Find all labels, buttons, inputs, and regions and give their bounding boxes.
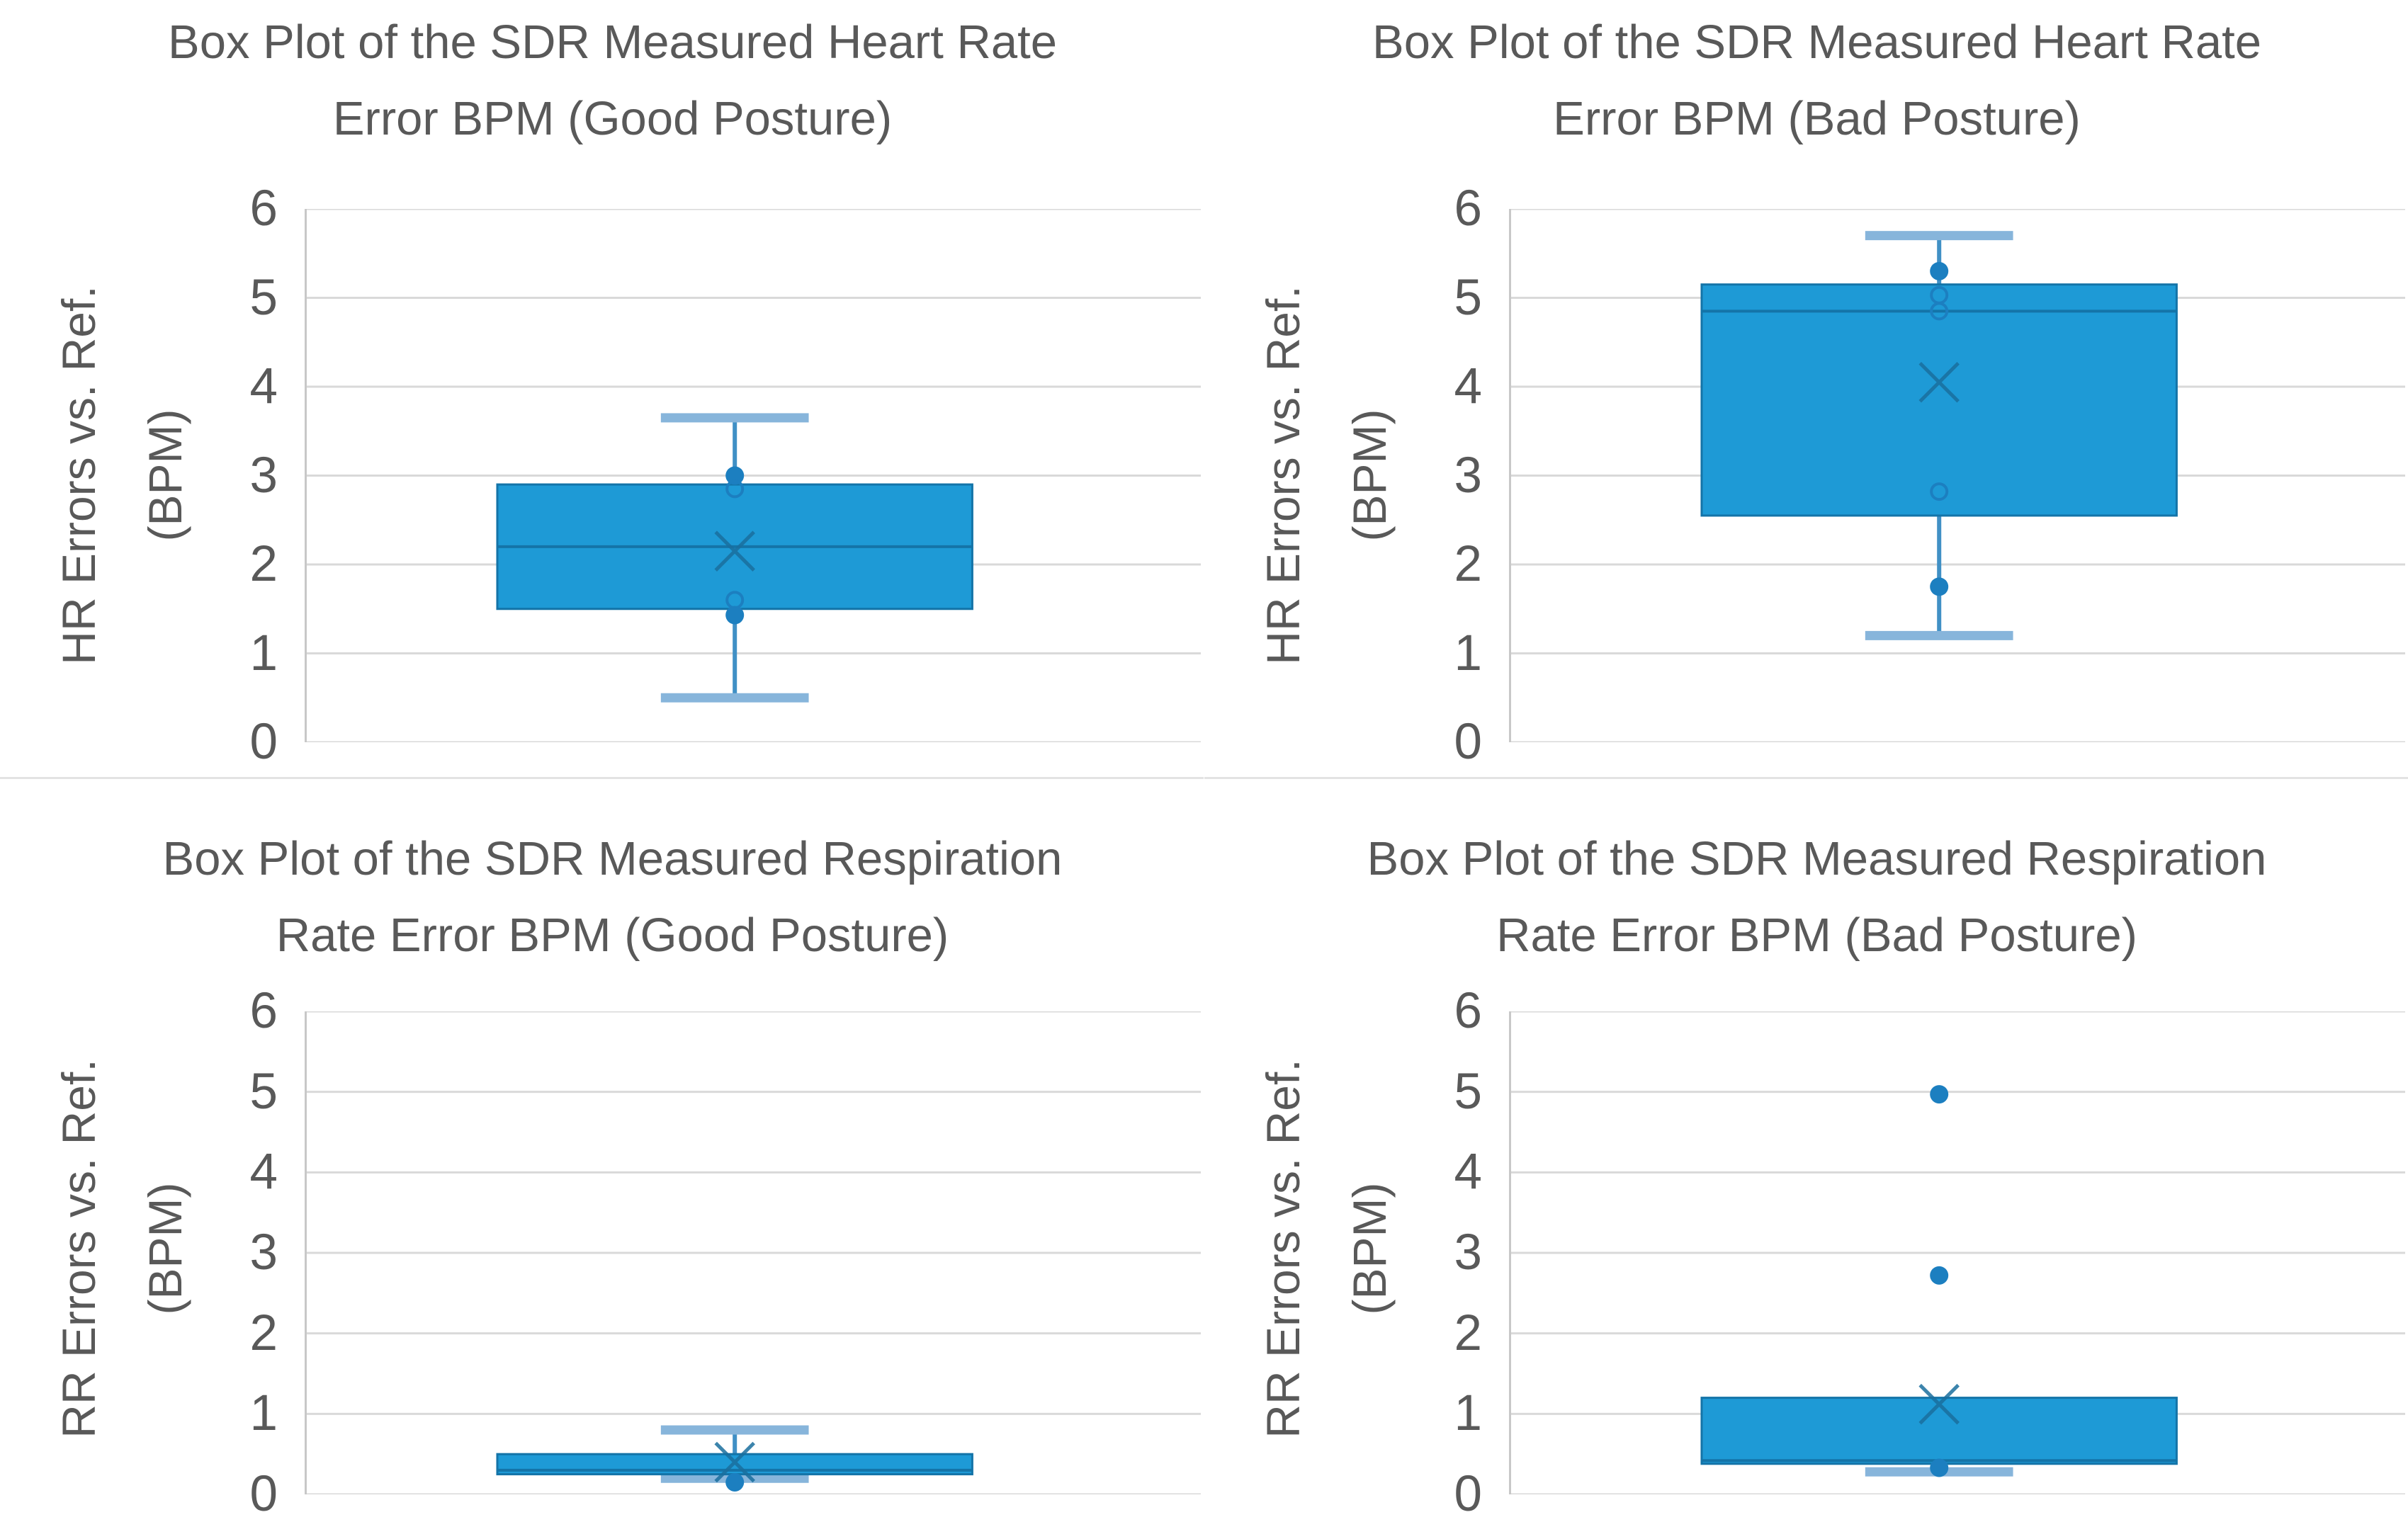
plot-area <box>305 209 1201 742</box>
plot-area <box>1509 209 2405 742</box>
chart-hr-error-bad-posture: Box Plot of the SDR Measured Heart Rate … <box>1204 0 2408 779</box>
chart-title-line1: Box Plot of the SDR Measured Heart Rate <box>168 16 1057 69</box>
chart-title-line2: Error BPM (Good Posture) <box>332 92 893 145</box>
y-axis-tick-label: 2 <box>249 536 278 592</box>
lower-whisker-cap <box>660 693 809 703</box>
y-axis-tick-label: 1 <box>1454 625 1483 681</box>
upper-whisker-cap <box>660 1425 809 1435</box>
chart-title: Box Plot of the SDR Measured Respiration… <box>1247 821 2387 974</box>
y-axis-tick-label: 1 <box>249 625 278 681</box>
chart-title-line1: Box Plot of the SDR Measured Respiration <box>1367 832 2267 885</box>
chart-title: Box Plot of the SDR Measured Heart Rate … <box>43 4 1182 157</box>
mean-x-marker <box>714 530 755 572</box>
y-axis-tick-label: 3 <box>1454 1225 1483 1280</box>
chart-title-line2: Rate Error BPM (Good Posture) <box>276 909 949 962</box>
chart-title: Box Plot of the SDR Measured Respiration… <box>43 821 1182 974</box>
y-axis-ticks: 6 5 4 3 2 1 0 <box>1204 0 2408 777</box>
boxplot-svg <box>305 209 1201 742</box>
data-point-filled <box>1930 577 1949 596</box>
chart-rr-error-bad-posture: Box Plot of the SDR Measured Respiration… <box>1204 781 2408 1539</box>
data-point-filled <box>725 466 745 485</box>
y-axis-ticks: 6 5 4 3 2 1 0 <box>0 0 1204 777</box>
y-axis-tick-label: 2 <box>1454 1305 1483 1361</box>
data-point-open <box>1930 302 1949 321</box>
y-axis-tick-label: 4 <box>1454 358 1483 414</box>
data-point-filled <box>1930 261 1949 280</box>
y-axis-tick-label: 4 <box>249 1144 278 1200</box>
plot-area <box>1509 1011 2405 1494</box>
data-point-open <box>725 479 745 499</box>
data-point-filled <box>1930 1266 1949 1285</box>
boxplot-svg <box>1509 209 2405 742</box>
chart-title-line1: Box Plot of the SDR Measured Heart Rate <box>1372 16 2261 69</box>
y-axis-tick-label: 0 <box>249 1466 278 1522</box>
chart-hr-error-good-posture: Box Plot of the SDR Measured Heart Rate … <box>0 0 1204 779</box>
y-axis-tick-label: 0 <box>1454 714 1483 770</box>
chart-rr-error-good-posture: Box Plot of the SDR Measured Respiration… <box>0 781 1204 1539</box>
data-point-open <box>1930 482 1949 501</box>
upper-whisker-cap <box>1865 231 2013 241</box>
y-axis-tick-label: 6 <box>249 181 278 237</box>
iqr-box <box>1700 1397 2178 1465</box>
data-point-filled <box>1930 1085 1949 1104</box>
y-axis-tick-label: 6 <box>1454 983 1483 1039</box>
y-axis-tick-label: 4 <box>249 358 278 414</box>
data-point-filled <box>725 1472 745 1492</box>
chart-title-line2: Rate Error BPM (Bad Posture) <box>1496 909 2137 962</box>
y-axis-tick-label: 3 <box>1454 447 1483 504</box>
y-axis-tick-label: 0 <box>1454 1466 1483 1522</box>
mean-x-marker <box>714 1441 755 1483</box>
boxplot-svg <box>1509 1011 2405 1494</box>
y-axis-tick-label: 1 <box>249 1385 278 1442</box>
y-axis-tick-label: 6 <box>1454 181 1483 237</box>
y-axis-tick-label: 2 <box>249 1305 278 1361</box>
y-axis-tick-label: 2 <box>1454 536 1483 592</box>
y-axis-ticks: 6 5 4 3 2 1 0 <box>0 781 1204 1539</box>
data-point-filled <box>725 606 745 625</box>
y-axis-ticks: 6 5 4 3 2 1 0 <box>1204 781 2408 1539</box>
y-axis-tick-label: 5 <box>1454 269 1483 326</box>
iqr-box <box>1700 283 2178 517</box>
y-axis-tick-label: 0 <box>249 714 278 770</box>
y-axis-tick-label: 5 <box>249 1063 278 1120</box>
mean-x-marker <box>1918 361 1960 403</box>
chart-title-line2: Error BPM (Bad Posture) <box>1553 92 2081 145</box>
chart-title: Box Plot of the SDR Measured Heart Rate … <box>1247 4 2387 157</box>
y-axis-tick-label: 6 <box>249 983 278 1039</box>
chart-title-line1: Box Plot of the SDR Measured Respiration <box>162 832 1063 885</box>
mean-x-marker <box>1918 1383 1960 1425</box>
y-axis-tick-label: 5 <box>249 269 278 326</box>
y-axis-tick-label: 4 <box>1454 1144 1483 1200</box>
data-point-filled <box>1930 1458 1949 1477</box>
y-axis-tick-label: 3 <box>249 447 278 504</box>
lower-whisker-cap <box>1865 630 2013 640</box>
boxplot-svg <box>305 1011 1201 1494</box>
y-axis-tick-label: 3 <box>249 1225 278 1280</box>
plot-area <box>305 1011 1201 1494</box>
y-axis-tick-label: 1 <box>1454 1385 1483 1442</box>
upper-whisker-cap <box>660 413 809 423</box>
y-axis-tick-label: 5 <box>1454 1063 1483 1120</box>
